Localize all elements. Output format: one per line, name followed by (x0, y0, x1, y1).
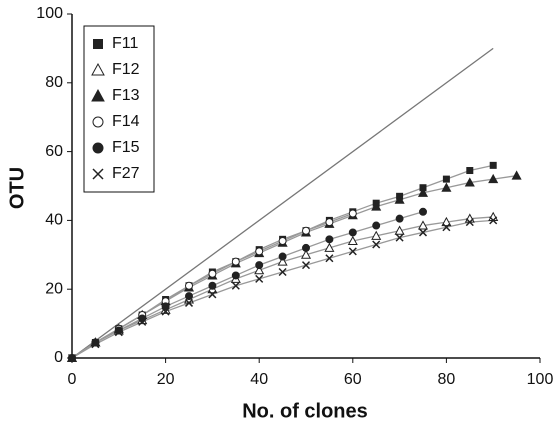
marker (372, 240, 381, 249)
marker (278, 237, 287, 246)
marker (395, 214, 404, 223)
marker (465, 218, 474, 227)
marker (394, 225, 405, 235)
marker (372, 221, 381, 230)
marker (92, 116, 104, 128)
x-axis-title: No. of clones (242, 400, 368, 422)
marker (67, 353, 77, 363)
marker (231, 271, 240, 280)
legend-label: F27 (112, 165, 140, 182)
marker (466, 167, 474, 175)
marker (488, 173, 499, 184)
marker (489, 216, 498, 225)
marker (348, 228, 357, 237)
marker (347, 235, 358, 246)
y-tick-label: 100 (36, 5, 63, 22)
legend-label: F14 (112, 113, 140, 130)
marker (464, 177, 475, 187)
marker (395, 233, 404, 242)
marker (417, 187, 429, 197)
marker (254, 265, 265, 275)
marker (255, 247, 264, 256)
marker (489, 161, 497, 169)
y-tick-label: 80 (45, 74, 63, 91)
legend-label: F12 (112, 61, 140, 78)
marker (231, 281, 240, 290)
marker (302, 243, 310, 252)
x-tick-label: 60 (344, 371, 362, 388)
marker (300, 249, 312, 259)
marker (161, 302, 170, 311)
marker (301, 261, 311, 270)
marker (325, 254, 334, 263)
y-tick-label: 40 (45, 212, 63, 229)
marker (371, 230, 382, 240)
x-tick-label: 40 (250, 371, 268, 388)
marker (441, 216, 452, 227)
marker (208, 269, 217, 278)
y-axis-title: OTU (6, 167, 28, 209)
y-tick-label: 0 (54, 349, 63, 366)
marker (255, 274, 264, 283)
marker (278, 267, 287, 277)
marker (419, 207, 427, 216)
marker (278, 252, 287, 261)
series-line (71, 175, 517, 359)
marker (348, 247, 357, 256)
x-tick-label: 80 (438, 371, 456, 388)
y-tick-label: 60 (45, 143, 63, 160)
legend-label: F11 (112, 35, 138, 52)
marker (208, 290, 217, 299)
marker (185, 281, 193, 290)
marker (324, 242, 335, 252)
marker (511, 170, 522, 180)
legend-label: F13 (112, 87, 140, 104)
marker (255, 261, 264, 270)
marker (417, 220, 429, 230)
marker (91, 88, 105, 102)
marker (277, 256, 288, 266)
marker (91, 62, 105, 76)
marker (92, 142, 104, 154)
legend-label: F15 (112, 139, 140, 156)
marker (325, 218, 334, 227)
marker (302, 226, 310, 235)
legend: F11 F12 F13 F14 F15 F27 (83, 25, 155, 193)
marker (441, 182, 452, 192)
x-tick-label: 100 (527, 371, 554, 388)
marker (185, 292, 193, 301)
marker (184, 298, 194, 307)
series-line (71, 211, 424, 359)
marker (371, 201, 382, 211)
marker (231, 257, 240, 266)
marker (93, 39, 103, 49)
marker (325, 235, 334, 244)
marker (114, 328, 123, 337)
x-tick-label: 0 (68, 371, 77, 388)
legend-box (83, 25, 155, 193)
marker (91, 340, 100, 349)
marker (114, 326, 123, 335)
marker (442, 223, 451, 232)
series-line (71, 47, 494, 359)
marker (418, 228, 428, 237)
x-tick-label: 20 (157, 371, 175, 388)
marker (91, 338, 100, 347)
marker (394, 194, 405, 204)
y-tick-label: 20 (45, 280, 63, 297)
marker (138, 317, 147, 326)
marker (161, 307, 170, 316)
marker (442, 175, 450, 183)
marker (92, 168, 104, 180)
marker (208, 281, 217, 290)
marker (348, 209, 357, 218)
